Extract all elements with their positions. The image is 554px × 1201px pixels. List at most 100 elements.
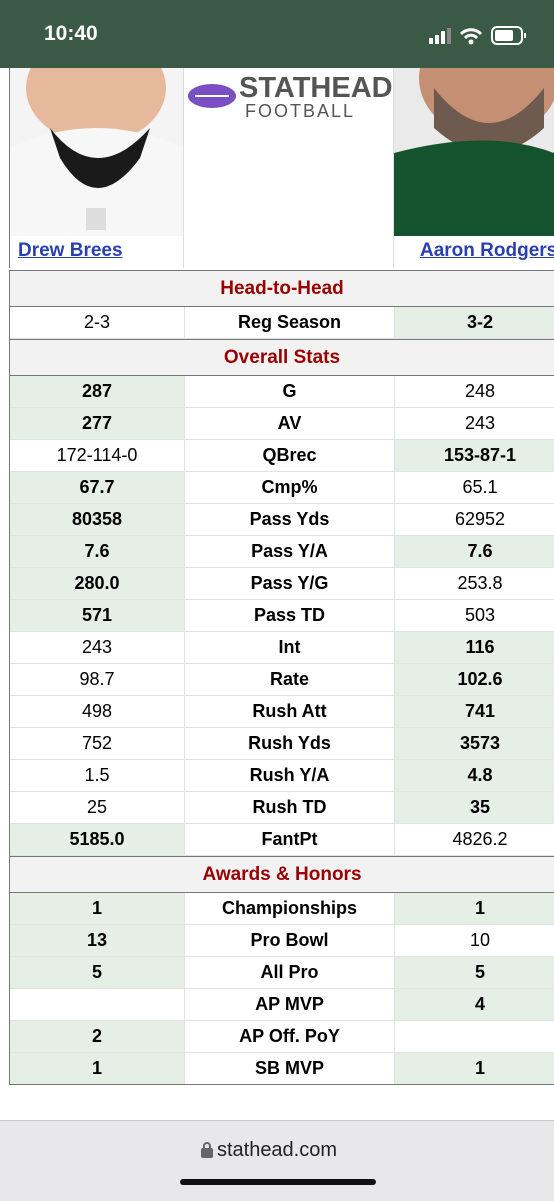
home-indicator xyxy=(180,1179,376,1185)
right-value: 741 xyxy=(395,696,554,727)
right-value xyxy=(395,1021,554,1052)
stat-row: 5185.0 FantPt 4826.2 xyxy=(10,824,554,856)
player-link[interactable]: Drew Brees xyxy=(18,240,123,261)
stat-row: 80358 Pass Yds 62952 xyxy=(10,504,554,536)
right-value: 1 xyxy=(395,1053,554,1084)
left-value: 498 xyxy=(81,701,113,721)
stat-label: Pass Y/G xyxy=(184,568,395,599)
left-value: 1.5 xyxy=(84,765,110,785)
right-value: 1 xyxy=(395,893,554,924)
stat-label: Rate xyxy=(184,664,395,695)
stat-label: Championships xyxy=(184,893,395,924)
left-value: 25 xyxy=(86,797,108,817)
status-icons xyxy=(429,26,526,45)
right-value: 10 xyxy=(469,930,491,950)
stat-label: Rush Y/A xyxy=(184,760,395,791)
right-value: 503 xyxy=(464,605,496,625)
stat-label: Pro Bowl xyxy=(184,925,395,956)
stat-label: FantPt xyxy=(184,824,395,855)
stat-row: 98.7 Rate 102.6 xyxy=(10,664,554,696)
logo-text: STATHEAD xyxy=(239,72,393,104)
left-value: 67.7 xyxy=(10,472,184,503)
stat-label: Cmp% xyxy=(184,472,395,503)
left-value: 2 xyxy=(10,1021,184,1052)
stat-row: AP MVP 4 xyxy=(10,989,554,1021)
right-value: 116 xyxy=(395,632,554,663)
logo: STATHEAD FOOTBALL xyxy=(185,72,393,122)
left-value: 2-3 xyxy=(83,312,110,332)
stat-label: G xyxy=(184,376,395,407)
left-value: 571 xyxy=(10,600,184,631)
stat-row: 1 SB MVP 1 xyxy=(10,1053,554,1085)
left-value: 5185.0 xyxy=(10,824,184,855)
right-value: 253.8 xyxy=(457,573,503,593)
lock-icon xyxy=(201,1142,213,1158)
stat-row: 1.5 Rush Y/A 4.8 xyxy=(10,760,554,792)
stat-label: Rush Yds xyxy=(184,728,395,759)
player-photo-left xyxy=(10,68,183,236)
left-value: 172-114-0 xyxy=(56,445,138,465)
status-bar: 10:40 xyxy=(0,0,554,68)
left-value: 1 xyxy=(10,893,184,924)
left-value: 13 xyxy=(10,925,184,956)
left-value: 98.7 xyxy=(79,669,115,689)
url[interactable]: stathead.com xyxy=(216,1139,338,1161)
player-photo-right xyxy=(394,68,554,236)
section-header: Head-to-Head xyxy=(10,270,554,307)
right-value: 62952 xyxy=(454,509,506,529)
left-value: 1 xyxy=(10,1053,184,1084)
right-value: 5 xyxy=(395,957,554,988)
stat-label: Pass TD xyxy=(184,600,395,631)
left-value: 287 xyxy=(10,376,184,407)
stat-label: Rush Att xyxy=(184,696,395,727)
stat-label: Pass Yds xyxy=(184,504,395,535)
divider xyxy=(183,68,184,268)
right-value: 65.1 xyxy=(462,477,498,497)
right-value: 4.8 xyxy=(395,760,554,791)
stat-label: Pass Y/A xyxy=(184,536,395,567)
section-header: Awards & Honors xyxy=(10,856,554,893)
right-value: 3-2 xyxy=(395,307,554,338)
stat-row: 1 Championships 1 xyxy=(10,893,554,925)
stat-row: 280.0 Pass Y/G 253.8 xyxy=(10,568,554,600)
right-value: 248 xyxy=(464,381,496,401)
stat-row: 7.6 Pass Y/A 7.6 xyxy=(10,536,554,568)
stat-label: AV xyxy=(184,408,395,439)
left-value: 243 xyxy=(81,637,113,657)
stat-label: All Pro xyxy=(184,957,395,988)
stat-row: 5 All Pro 5 xyxy=(10,957,554,989)
stat-label: AP MVP xyxy=(184,989,395,1020)
browser-bar: stathead.com xyxy=(0,1120,554,1201)
stat-row: 571 Pass TD 503 xyxy=(10,600,554,632)
right-value: 7.6 xyxy=(395,536,554,567)
stat-row: 172-114-0 QBrec 153-87-1 xyxy=(10,440,554,472)
right-value: 35 xyxy=(395,792,554,823)
stat-label: QBrec xyxy=(184,440,395,471)
right-value: 243 xyxy=(464,413,496,433)
stat-label: AP Off. PoY xyxy=(184,1021,395,1052)
stat-row: 2 AP Off. PoY xyxy=(10,1021,554,1053)
stat-row: 498 Rush Att 741 xyxy=(10,696,554,728)
web-page: STATHEAD FOOTBALL Drew Brees Aaron Rodge… xyxy=(0,68,554,1120)
stat-row: 13 Pro Bowl 10 xyxy=(10,925,554,957)
stat-row: 67.7 Cmp% 65.1 xyxy=(10,472,554,504)
right-value: 3573 xyxy=(395,728,554,759)
player-link[interactable]: Aaron Rodgers xyxy=(420,240,554,261)
section-header: Overall Stats xyxy=(10,339,554,376)
left-value: 7.6 xyxy=(10,536,184,567)
left-value: 752 xyxy=(81,733,113,753)
right-value: 4 xyxy=(395,989,554,1020)
stat-label: Reg Season xyxy=(184,307,395,338)
stat-row: 2-3 Reg Season 3-2 xyxy=(10,307,554,339)
right-value: 153-87-1 xyxy=(395,440,554,471)
right-value: 102.6 xyxy=(395,664,554,695)
right-value: 4826.2 xyxy=(452,829,508,849)
left-value: 80358 xyxy=(10,504,184,535)
stat-label: Int xyxy=(184,632,395,663)
left-value: 5 xyxy=(10,957,184,988)
stat-row: 243 Int 116 xyxy=(10,632,554,664)
divider xyxy=(393,68,394,268)
stat-row: 25 Rush TD 35 xyxy=(10,792,554,824)
stat-row: 277 AV 243 xyxy=(10,408,554,440)
